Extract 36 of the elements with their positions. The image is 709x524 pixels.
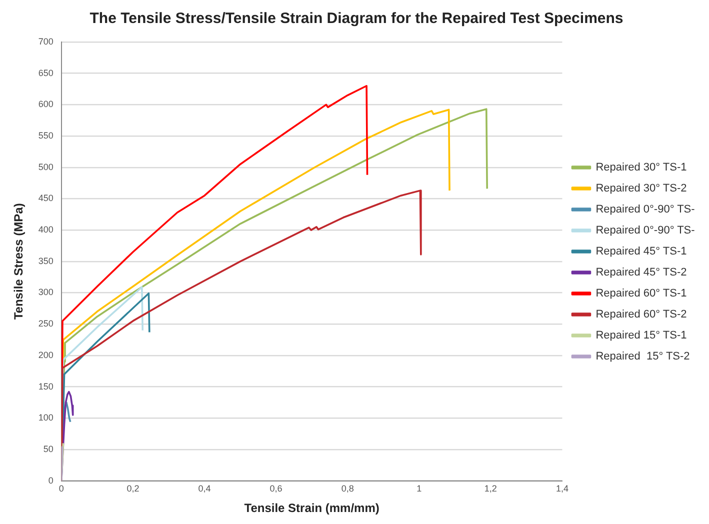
x-tick-label: 0,2 (126, 484, 140, 494)
y-tick-label: 350 (38, 256, 54, 266)
y-tick-label: 500 (38, 162, 54, 172)
legend-label: Repaired 30° TS-2 (596, 182, 687, 195)
y-tick-label: 600 (38, 99, 54, 110)
legend-label: Repaired 60° TS-1 (596, 288, 687, 300)
x-tick-label: 0,6 (270, 484, 282, 494)
x-tick-label: 1,2 (484, 484, 497, 494)
y-tick-label: 250 (38, 318, 54, 329)
y-tick-label: 650 (38, 68, 54, 78)
legend-label: Repaired 30° TS-1 (596, 162, 687, 174)
x-axis-title: Tensile Strain (mm/mm) (244, 501, 380, 516)
y-tick-label: 300 (38, 287, 54, 298)
y-tick-label: 150 (38, 381, 54, 392)
legend-label: Repaired 0°-90° TS- (596, 204, 696, 216)
legend-label: Repaired 45° TS-1 (596, 246, 687, 258)
x-tick-label: 0,4 (198, 484, 211, 494)
y-axis-title: Tensile Stress (MPa) (12, 203, 26, 320)
legend-label: Repaired 15° TS-1 (596, 330, 687, 342)
legend-label: Repaired 0°-90° TS- (596, 224, 696, 237)
x-tick-label: 0,8 (341, 484, 354, 494)
x-tick-label: 1 (416, 484, 422, 494)
chart-title: The Tensile Stress/Tensile Strain Diagram for the Repaired Test Specimens (90, 10, 624, 28)
legend-label: Repaired 60° TS-2 (596, 308, 687, 321)
x-tick-label: 1,4 (556, 484, 568, 494)
y-tick-label: 100 (38, 412, 54, 423)
y-tick-label: 450 (38, 193, 54, 204)
y-tick-label: 200 (38, 350, 54, 360)
y-tick-label: 0 (48, 475, 54, 486)
y-tick-label: 50 (43, 444, 54, 454)
y-tick-label: 550 (38, 130, 54, 141)
legend-label: Repaired 45° TS-2 (596, 266, 687, 279)
y-tick-label: 700 (38, 36, 54, 46)
y-tick-label: 400 (38, 224, 54, 235)
x-tick-label: 0 (58, 484, 64, 494)
legend-label: Repaired 15° TS-2 (596, 350, 690, 363)
